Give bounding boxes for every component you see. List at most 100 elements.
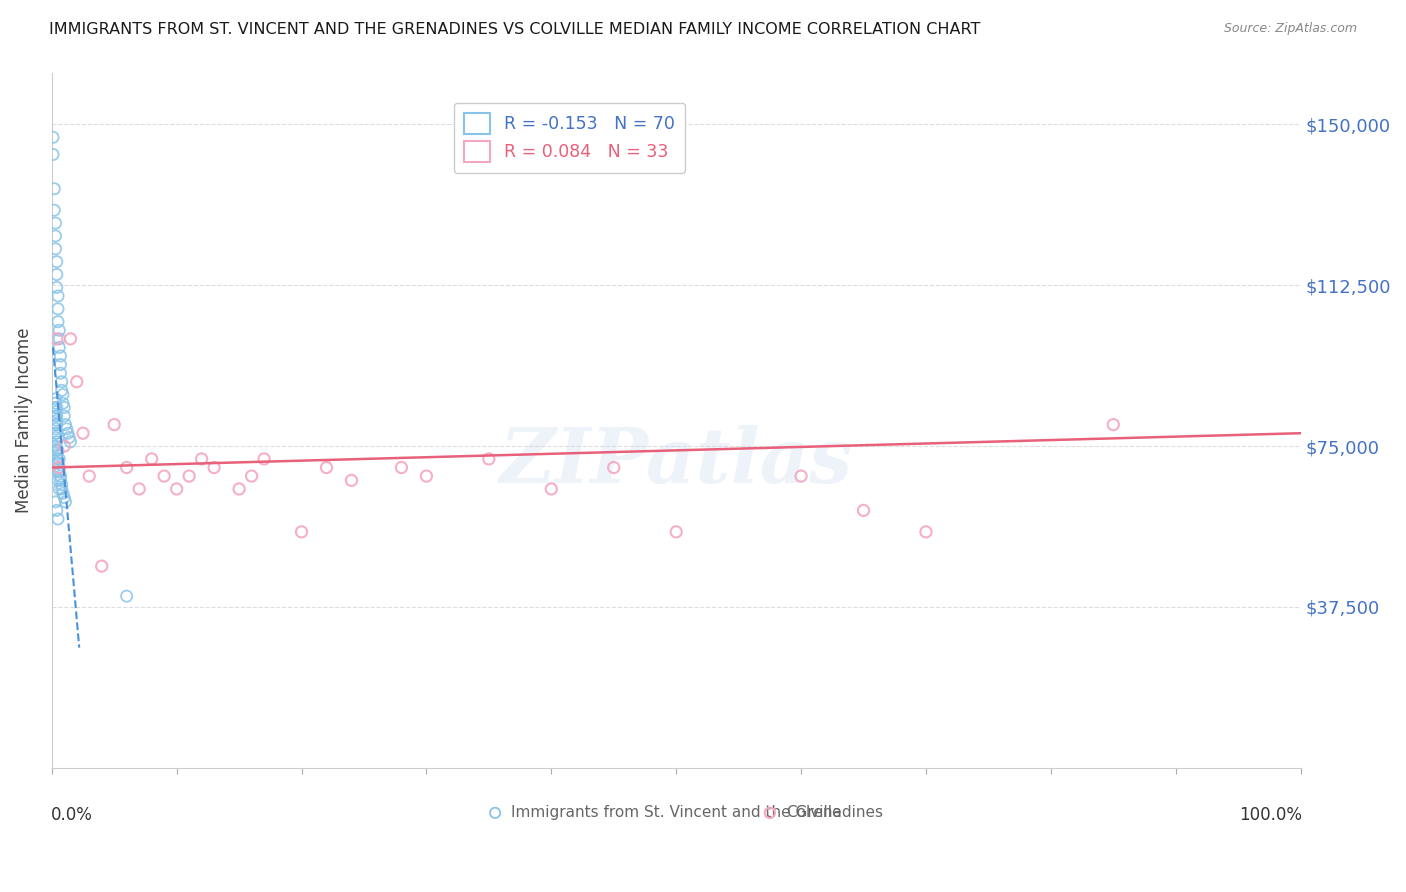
Point	[53, 491, 76, 505]
Point	[44, 203, 66, 218]
Point	[44, 443, 66, 458]
Point	[44, 405, 66, 419]
Point	[46, 474, 69, 488]
Point	[55, 417, 77, 432]
Point	[45, 434, 67, 449]
Y-axis label: Median Family Income: Median Family Income	[15, 327, 32, 513]
Text: Colville: Colville	[786, 805, 842, 821]
Point	[72, 426, 94, 441]
Legend: R = -0.153   N = 70, R = 0.084   N = 33: R = -0.153 N = 70, R = 0.084 N = 33	[454, 103, 686, 173]
Point	[44, 242, 66, 256]
Point	[46, 465, 69, 479]
Point	[44, 417, 66, 432]
Point	[52, 486, 75, 500]
Point	[415, 469, 437, 483]
Point	[540, 482, 562, 496]
Point	[44, 430, 66, 444]
Point	[44, 439, 66, 453]
Point	[51, 384, 73, 398]
Point	[44, 422, 66, 436]
Point	[852, 503, 875, 517]
Point	[48, 341, 70, 355]
Point	[759, 761, 782, 775]
Point	[240, 469, 263, 483]
Point	[44, 409, 66, 423]
Point	[59, 332, 82, 346]
Point	[44, 392, 66, 406]
Point	[45, 268, 67, 282]
Point	[44, 396, 66, 410]
Point	[153, 469, 176, 483]
Point	[45, 401, 67, 415]
Point	[51, 375, 73, 389]
Point	[790, 469, 813, 483]
Point	[315, 460, 337, 475]
Point	[48, 460, 70, 475]
Point	[48, 323, 70, 337]
Point	[44, 229, 66, 244]
Point	[103, 417, 125, 432]
Point	[45, 417, 67, 432]
Point	[166, 482, 188, 496]
Point	[115, 460, 138, 475]
Point	[603, 460, 626, 475]
Text: IMMIGRANTS FROM ST. VINCENT AND THE GRENADINES VS COLVILLE MEDIAN FAMILY INCOME : IMMIGRANTS FROM ST. VINCENT AND THE GREN…	[49, 22, 980, 37]
Point	[77, 469, 100, 483]
Point	[44, 401, 66, 415]
Point	[665, 524, 688, 539]
Point	[48, 482, 70, 496]
Point	[42, 130, 65, 145]
Point	[46, 315, 69, 329]
Text: Source: ZipAtlas.com: Source: ZipAtlas.com	[1223, 22, 1357, 36]
Point	[340, 474, 363, 488]
Point	[45, 413, 67, 427]
Point	[52, 387, 75, 401]
Point	[45, 503, 67, 517]
Point	[48, 460, 70, 475]
Point	[484, 761, 506, 775]
Point	[44, 216, 66, 230]
Point	[45, 448, 67, 462]
Text: 100.0%: 100.0%	[1239, 805, 1302, 824]
Point	[44, 426, 66, 441]
Point	[44, 182, 66, 196]
Point	[48, 452, 70, 467]
Point	[46, 512, 69, 526]
Point	[1102, 417, 1125, 432]
Text: 0.0%: 0.0%	[51, 805, 93, 824]
Point	[46, 443, 69, 458]
Point	[44, 495, 66, 509]
Point	[53, 439, 76, 453]
Point	[253, 452, 276, 467]
Point	[55, 495, 77, 509]
Point	[55, 422, 77, 436]
Point	[53, 401, 76, 415]
Point	[128, 482, 150, 496]
Point	[290, 524, 312, 539]
Point	[51, 477, 73, 491]
Text: ZIPatlas: ZIPatlas	[499, 425, 853, 499]
Point	[45, 409, 67, 423]
Point	[179, 469, 201, 483]
Point	[52, 396, 75, 410]
Point	[49, 474, 72, 488]
Point	[49, 349, 72, 363]
Point	[56, 426, 79, 441]
Point	[45, 456, 67, 470]
Point	[49, 366, 72, 380]
Point	[45, 332, 67, 346]
Point	[42, 147, 65, 161]
Point	[228, 482, 250, 496]
Point	[46, 289, 69, 303]
Point	[478, 452, 501, 467]
Point	[48, 332, 70, 346]
Point	[915, 524, 938, 539]
Point	[59, 434, 82, 449]
Point	[45, 280, 67, 294]
Point	[202, 460, 225, 475]
Point	[48, 465, 70, 479]
Point	[44, 439, 66, 453]
Point	[45, 426, 67, 441]
Point	[141, 452, 163, 467]
Point	[58, 430, 80, 444]
